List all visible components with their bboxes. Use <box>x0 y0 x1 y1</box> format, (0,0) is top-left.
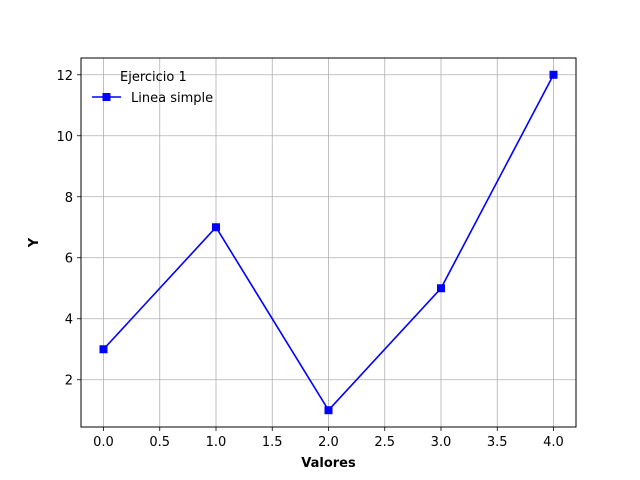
y-tick-label: 6 <box>65 252 73 267</box>
y-tick-label: 12 <box>56 69 73 84</box>
x-tick-label: 0.0 <box>93 435 114 450</box>
y-tick-label: 4 <box>65 313 73 328</box>
data-point <box>100 345 108 353</box>
data-point <box>325 406 333 414</box>
data-point <box>437 284 445 292</box>
grid-lines <box>81 58 576 427</box>
x-tick-label: 2.0 <box>318 435 339 450</box>
legend: Ejercicio 1 Linea simple <box>92 70 213 106</box>
data-point <box>550 71 558 79</box>
y-axis-ticks: 2 4 6 8 10 12 <box>56 69 81 389</box>
x-tick-label: 1.0 <box>206 435 227 450</box>
y-tick-label: 8 <box>65 191 73 206</box>
y-axis-label: Y <box>27 237 42 248</box>
x-axis-label: Valores <box>301 456 356 471</box>
x-tick-label: 3.5 <box>487 435 508 450</box>
y-tick-label: 10 <box>56 130 73 145</box>
x-tick-label: 1.5 <box>262 435 283 450</box>
x-tick-label: 2.5 <box>374 435 395 450</box>
y-tick-label: 2 <box>65 374 73 389</box>
x-tick-label: 0.5 <box>149 435 170 450</box>
data-point <box>212 223 220 231</box>
legend-series-label: Linea simple <box>131 91 213 106</box>
legend-marker-swatch <box>103 93 111 101</box>
x-axis-ticks: 0.0 0.5 1.0 1.5 2.0 2.5 3.0 3.5 4.0 <box>93 427 564 450</box>
legend-title: Ejercicio 1 <box>120 70 187 85</box>
x-tick-label: 4.0 <box>543 435 564 450</box>
x-tick-label: 3.0 <box>431 435 452 450</box>
